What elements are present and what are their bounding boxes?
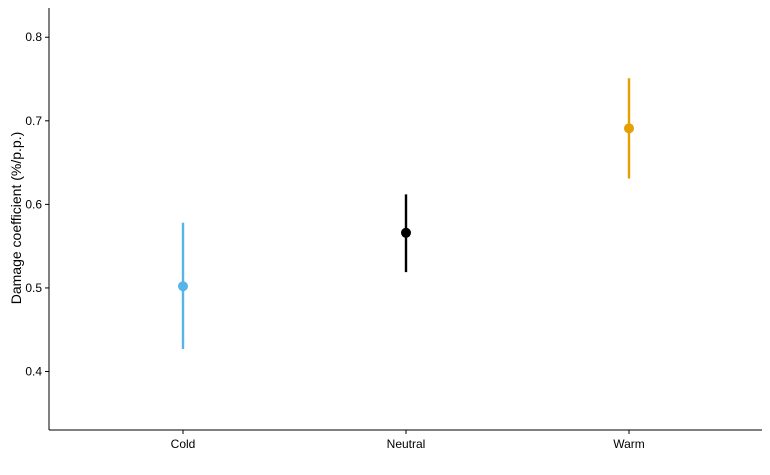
- y-tick-label: 0.5: [25, 281, 42, 295]
- y-tick-label: 0.8: [25, 30, 42, 44]
- x-tick-label: Neutral: [387, 437, 426, 451]
- axes: 0.4 0.5 0.6 0.7 0.8 Cold Neutral Warm: [25, 8, 762, 451]
- point-cold: [178, 281, 188, 292]
- y-tick-label: 0.4: [25, 365, 42, 379]
- y-axis-title: Damage coefficient (%/p.p.): [8, 132, 24, 305]
- x-tick-label: Warm: [613, 437, 645, 451]
- chart-marks: [178, 78, 634, 349]
- point-neutral: [401, 227, 411, 238]
- point-warm: [624, 123, 634, 134]
- x-tick-label: Cold: [171, 437, 196, 451]
- y-tick-label: 0.6: [25, 197, 42, 211]
- y-tick-label: 0.7: [25, 114, 42, 128]
